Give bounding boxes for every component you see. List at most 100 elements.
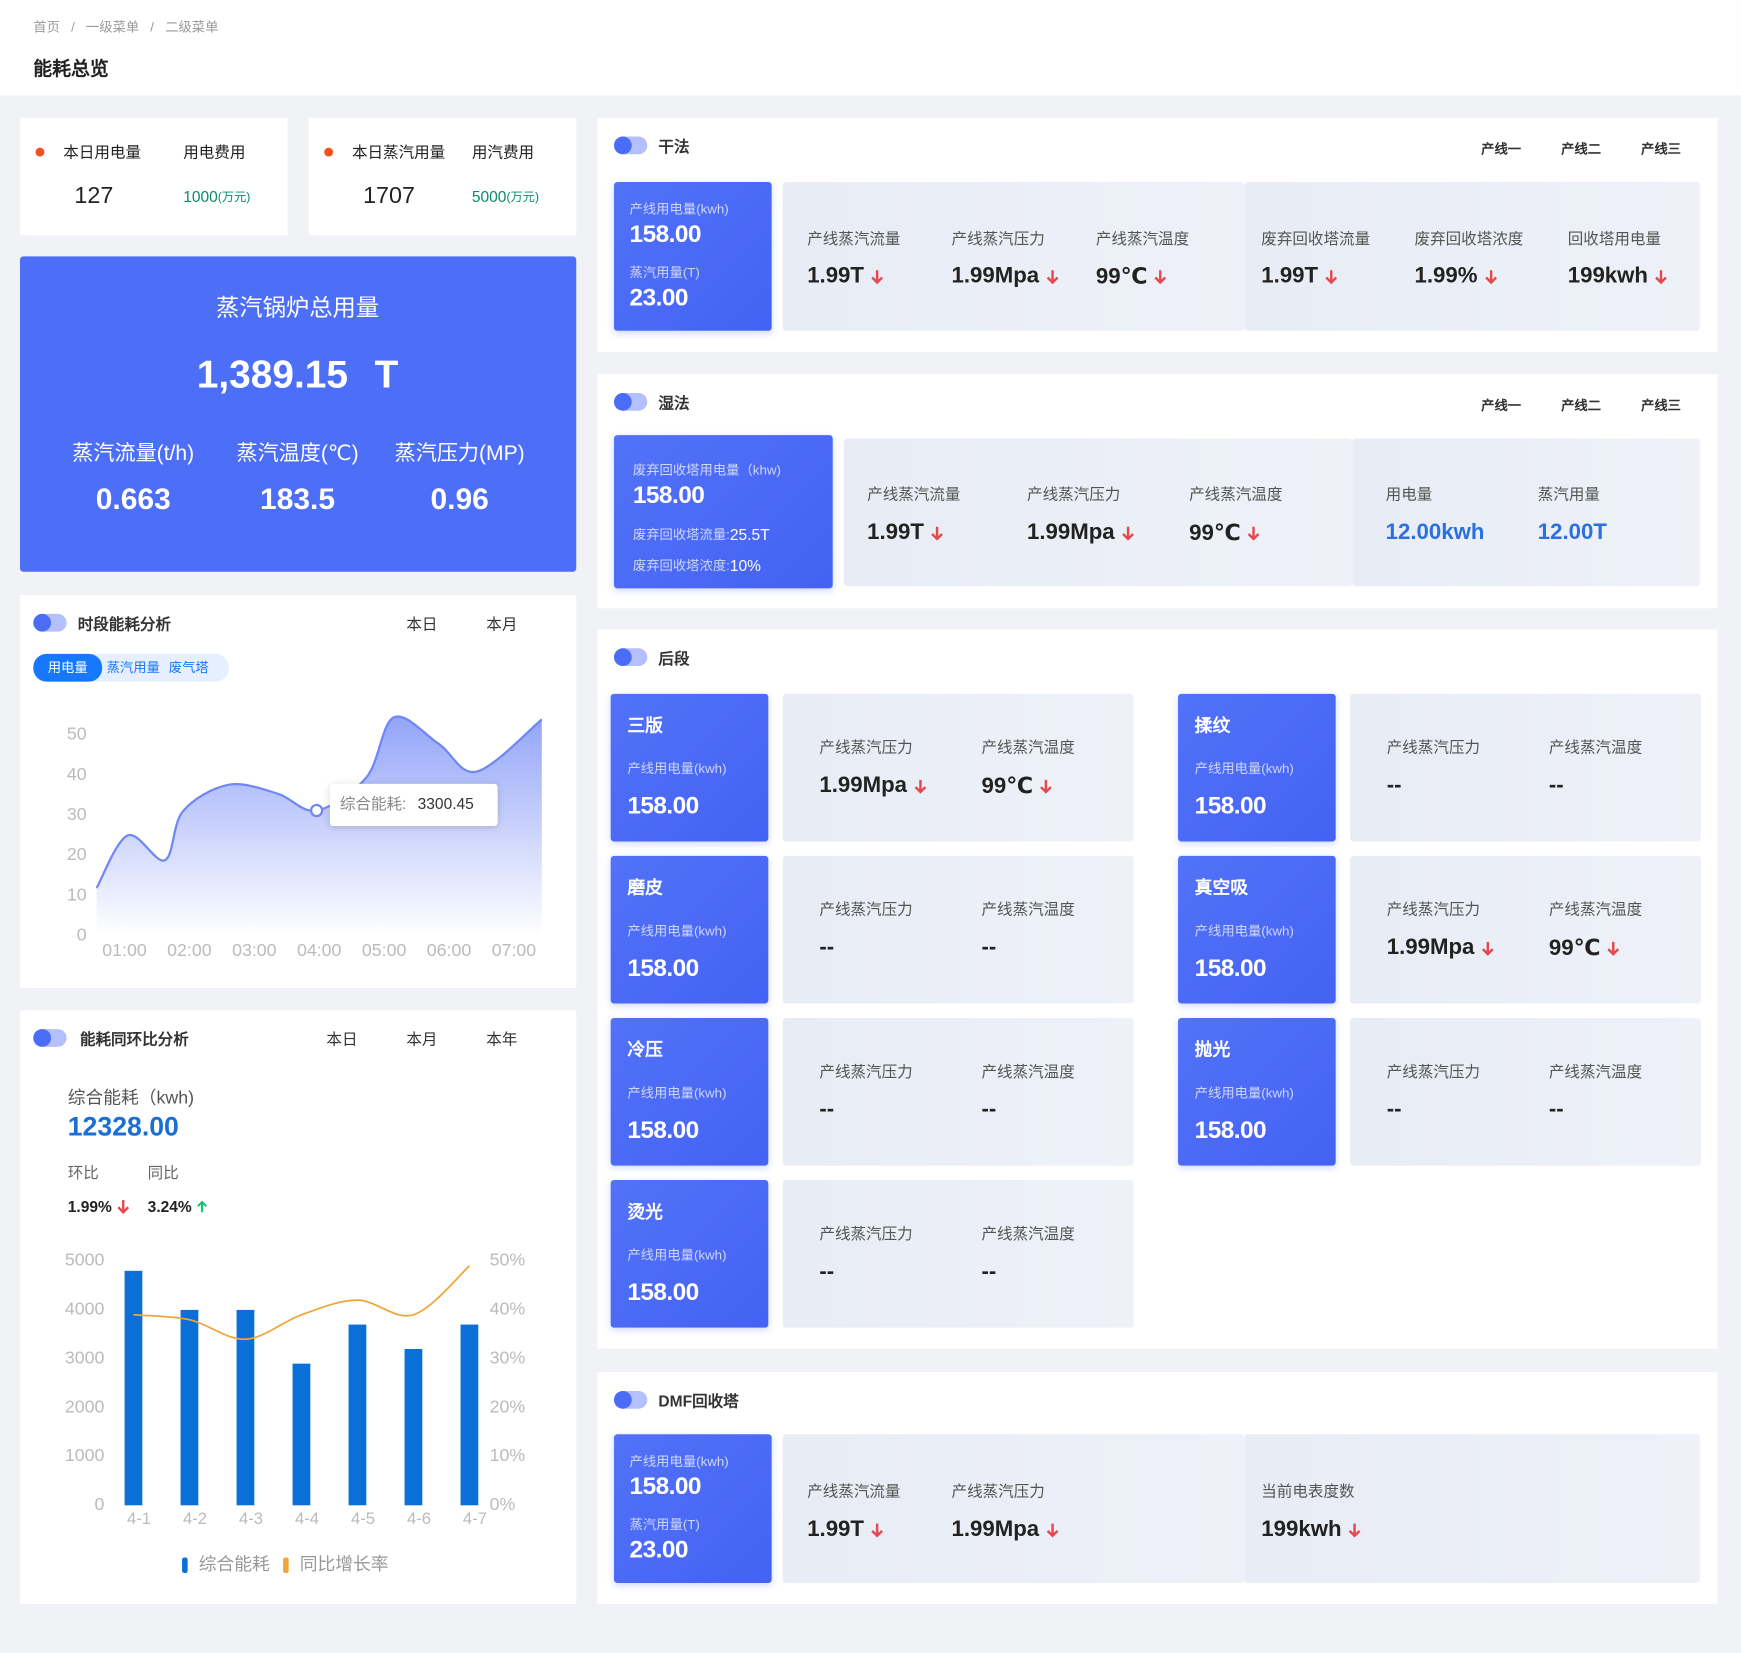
- unit-name: 烫光: [627, 1203, 663, 1223]
- compare-label: 同比: [147, 1163, 179, 1182]
- arrow-path: [196, 1200, 207, 1213]
- unit-label: 产线用电量(kwh): [1194, 1085, 1294, 1101]
- arrow-down: [1607, 940, 1620, 956]
- item-value: 1.99T: [807, 1517, 884, 1543]
- item-value: 1.99Mpa: [1027, 520, 1135, 546]
- main-label: 蒸汽用量(T): [629, 264, 700, 281]
- boiler-metric-label: 蒸汽流量(t/h): [72, 442, 195, 466]
- item-number: 199kwh: [1567, 263, 1648, 289]
- tab: 产线一: [1481, 397, 1522, 414]
- item-value: --: [1387, 1097, 1402, 1123]
- item-label: 产线蒸汽温度: [1548, 1062, 1643, 1081]
- boiler-metric-value: 0.96: [430, 482, 489, 516]
- arrow-path: [1325, 269, 1338, 284]
- toggle-knob: [613, 1390, 632, 1409]
- toggle: [33, 1029, 67, 1047]
- tab: 产线三: [1641, 397, 1682, 414]
- main-value: 158.00: [629, 1471, 702, 1500]
- arrow-down: [931, 525, 944, 541]
- main-label: 废弃回收塔浓度:: [632, 557, 730, 574]
- unit-label: 产线用电量(kwh): [627, 760, 727, 777]
- unit-value: 158.00: [627, 1115, 699, 1144]
- main-card: [613, 1434, 772, 1584]
- unit-group: [782, 1017, 1134, 1166]
- group-card: [1352, 438, 1700, 587]
- item-number: --: [1386, 1097, 1402, 1122]
- kpi-dot: [35, 147, 45, 157]
- tab: 产线一: [1481, 141, 1522, 158]
- item-value: 99℃: [1096, 263, 1168, 291]
- boiler-metric-label: 蒸汽温度(℃): [236, 442, 359, 466]
- arrow-icon: [1481, 941, 1494, 956]
- item-value: 99℃: [1549, 934, 1621, 962]
- arrow-icon: [1040, 779, 1053, 794]
- toggle-knob: [613, 392, 632, 411]
- item-label: 产线蒸汽温度: [981, 900, 1075, 919]
- group-card: [782, 182, 1245, 331]
- unit-card: [1178, 1017, 1336, 1166]
- arrow-down: [914, 778, 927, 794]
- unit-name: 磨皮: [627, 879, 663, 899]
- item-label: 产线蒸汽温度: [1548, 738, 1643, 756]
- kpi-fee-value: 5000: [471, 187, 507, 206]
- unit-value: 158.00: [627, 1277, 699, 1306]
- item-value: 1.99T: [807, 264, 884, 290]
- kpi-value: 127: [74, 183, 114, 209]
- arrow-icon: [1046, 1523, 1059, 1537]
- page-title: 能耗总览: [33, 58, 109, 80]
- arrow-icon: [1154, 269, 1167, 284]
- toggle: [613, 648, 648, 667]
- arrow-icon: [196, 1200, 207, 1213]
- item-label: 蒸汽用量: [1537, 485, 1600, 503]
- compare-number: 3.24%: [147, 1197, 192, 1216]
- item-label: 产线蒸汽压力: [951, 229, 1045, 248]
- kpi-fee-value: 1000: [183, 187, 218, 206]
- arrow-down: [1481, 940, 1494, 956]
- main-value: 23.00: [629, 283, 689, 311]
- toggle-knob: [33, 613, 52, 632]
- main-inline: 废弃回收塔浓度: 10%: [633, 556, 761, 575]
- item-number: --: [1548, 773, 1564, 798]
- kpi-fee-unit: (万元): [506, 190, 540, 205]
- arrow-down: [1655, 269, 1668, 285]
- unit-group: [782, 693, 1134, 842]
- item-label: 产线蒸汽流量: [807, 1481, 901, 1500]
- unit-value: 158.00: [1194, 1115, 1267, 1144]
- toggle: [613, 136, 648, 155]
- toggle: [613, 392, 648, 411]
- item-value: 1.99T: [867, 520, 944, 546]
- summary-label: 综合能耗（kwh): [67, 1089, 195, 1108]
- main-label: 产线用电量(kwh): [629, 1453, 729, 1470]
- arrow-down: [1046, 1522, 1059, 1538]
- panel-title: DMF回收塔: [658, 1392, 739, 1410]
- unit-value: 158.00: [1194, 791, 1267, 820]
- item-label: 产线蒸汽温度: [1189, 485, 1283, 503]
- unit-value: 158.00: [1194, 953, 1267, 982]
- arrow-path: [1154, 269, 1167, 284]
- arrow-icon: [871, 269, 884, 284]
- main-value: 158.00: [629, 219, 702, 248]
- item-label: 产线蒸汽温度: [1095, 229, 1190, 248]
- item-number: --: [981, 1259, 997, 1284]
- kpi-fee: 5000 (万元): [472, 188, 539, 206]
- filter: 废气塔: [168, 659, 209, 676]
- item-value: 1.99%: [1415, 264, 1498, 290]
- arrow-path: [1122, 526, 1134, 541]
- item-label: 产线蒸汽温度: [981, 738, 1075, 756]
- item-value: 1.99Mpa: [819, 773, 927, 799]
- breadcrumb-item: 首页: [33, 19, 60, 35]
- arrow-icon: [1484, 269, 1497, 284]
- item-number: 99℃: [981, 774, 1034, 799]
- group-card: [1244, 1434, 1700, 1584]
- kpi-dot: [324, 147, 334, 157]
- item-label: 产线蒸汽压力: [1386, 738, 1481, 756]
- kpi-fee-label: 用汽费用: [471, 143, 535, 161]
- item-label: 产线蒸汽压力: [819, 1062, 913, 1081]
- main-card: [613, 182, 772, 331]
- item-number: --: [1386, 773, 1402, 798]
- toggle: [613, 1390, 648, 1409]
- boiler-title: 蒸汽锅炉总用量: [215, 295, 380, 321]
- tab: 产线二: [1561, 397, 1602, 414]
- toggle: [33, 613, 67, 632]
- item-number: 1.99Mpa: [819, 773, 908, 798]
